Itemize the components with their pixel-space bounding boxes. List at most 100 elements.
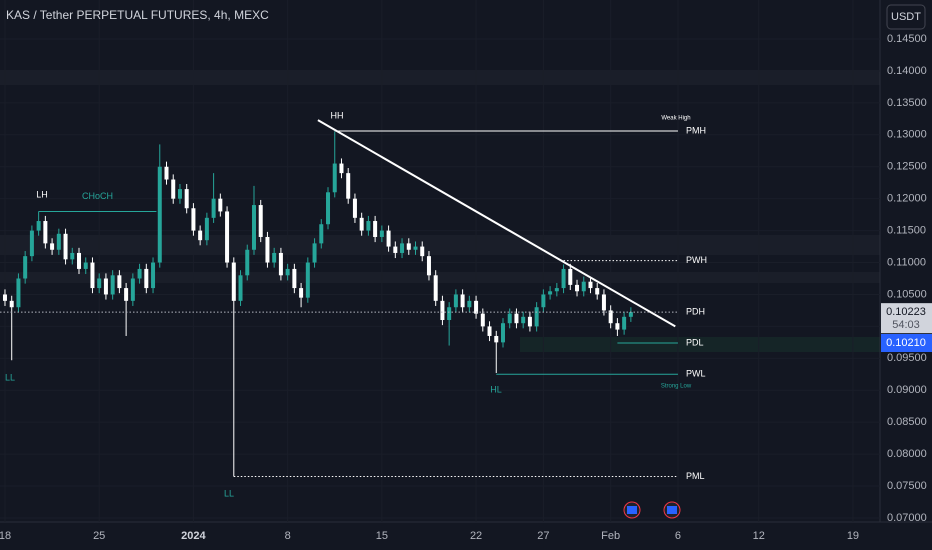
candle-body — [2, 294, 7, 301]
y-tick-label: 0.08500 — [887, 416, 927, 428]
y-tick-label: 0.12000 — [887, 193, 927, 205]
level-label: PDH — [686, 307, 705, 317]
candle-body — [527, 316, 532, 327]
candle-body — [184, 189, 189, 209]
candle-body — [507, 313, 512, 324]
candle-body — [359, 217, 364, 231]
x-tick-label: 18 — [0, 530, 11, 542]
candle-body — [70, 252, 75, 260]
candle-body — [386, 230, 391, 247]
candle-body — [278, 252, 283, 276]
candle-body — [413, 246, 418, 250]
candle-body — [453, 294, 458, 308]
x-tick-label: 27 — [537, 530, 549, 542]
candle-body — [198, 230, 203, 241]
y-tick-label: 0.11000 — [887, 256, 926, 268]
candle-body — [36, 221, 41, 231]
level-label: PDL — [686, 337, 704, 347]
x-tick-label: 22 — [470, 530, 482, 542]
countdown: 54:03 — [892, 319, 920, 331]
candle-body — [487, 326, 492, 336]
candle-body — [218, 198, 223, 212]
candle-body — [400, 243, 405, 253]
candle-body — [151, 262, 156, 289]
y-tick-label: 0.08000 — [887, 448, 927, 460]
x-tick-label: Feb — [601, 530, 620, 542]
candle-body — [225, 211, 230, 263]
x-tick-label: 19 — [847, 530, 859, 542]
candle-body — [110, 275, 115, 295]
candle-body — [514, 313, 519, 324]
candle-body — [238, 275, 243, 301]
candle-body — [420, 246, 425, 257]
x-tick-label: 8 — [285, 530, 291, 542]
candle-body — [97, 278, 102, 289]
annotation: Strong Low — [661, 384, 692, 390]
candle-body — [191, 208, 196, 231]
y-tick-label: 0.09000 — [887, 384, 927, 396]
candle-body — [541, 294, 546, 308]
candle-body — [90, 262, 95, 289]
candle-body — [117, 275, 122, 289]
trendline — [317, 119, 676, 328]
y-tick-label: 0.14500 — [887, 33, 927, 45]
candle-body — [339, 163, 344, 174]
candle-body — [231, 262, 236, 301]
marker-box — [881, 334, 932, 352]
candle-body — [500, 323, 505, 343]
candle-body — [265, 236, 270, 263]
candle-body — [83, 262, 88, 269]
candle-body — [63, 233, 68, 260]
candle-body — [588, 281, 593, 289]
candle-body — [305, 262, 310, 298]
y-tick-label: 0.12500 — [887, 161, 927, 173]
chart-title: KAS / Tether PERPETUAL FUTURES, 4h, MEXC — [6, 8, 269, 22]
candle-body — [615, 323, 620, 330]
zone — [0, 272, 880, 283]
candle-body — [16, 278, 21, 308]
candle-body — [251, 205, 256, 250]
candle-body — [379, 230, 384, 237]
zone — [520, 337, 880, 352]
marker-label: 0.10210 — [886, 337, 926, 349]
x-tick-label: 12 — [753, 530, 765, 542]
annotation: HL — [490, 384, 502, 394]
y-tick-label: 0.11500 — [887, 225, 926, 237]
x-tick-label: 15 — [376, 530, 388, 542]
candle-body — [332, 163, 337, 193]
candle-body — [292, 268, 297, 289]
event-icon[interactable] — [623, 501, 641, 519]
candle-body — [373, 221, 378, 237]
y-tick-label: 0.09500 — [887, 352, 927, 364]
last-price-label: 0.10223 — [886, 306, 926, 318]
candle-body — [103, 278, 108, 295]
candle-body — [595, 288, 600, 295]
candle-body — [312, 243, 317, 263]
candle-body — [575, 284, 580, 292]
candle-body — [144, 268, 149, 289]
level-label: PMH — [686, 125, 706, 135]
candle-body — [157, 166, 162, 263]
annotation: HH — [331, 110, 344, 120]
candle-body — [480, 313, 485, 327]
candle-body — [561, 268, 566, 289]
candle-body — [440, 300, 445, 321]
x-tick-label: 25 — [93, 530, 105, 542]
candle-body — [177, 189, 182, 199]
candle-body — [171, 179, 176, 199]
candle-body — [137, 268, 142, 279]
candle-body — [494, 335, 499, 343]
last-price-box — [881, 303, 932, 334]
x-tick-label: 6 — [675, 530, 681, 542]
currency-button[interactable] — [886, 4, 926, 30]
candle-body — [548, 291, 553, 295]
annotation: Weak High — [661, 116, 690, 122]
currency-label[interactable]: USDT — [891, 11, 921, 23]
candle-body — [467, 300, 472, 308]
annotation: LL — [224, 488, 234, 498]
level-label: PML — [686, 471, 705, 481]
event-icon[interactable] — [663, 501, 681, 519]
candle-body — [554, 288, 559, 292]
y-tick-label: 0.13500 — [887, 97, 927, 109]
